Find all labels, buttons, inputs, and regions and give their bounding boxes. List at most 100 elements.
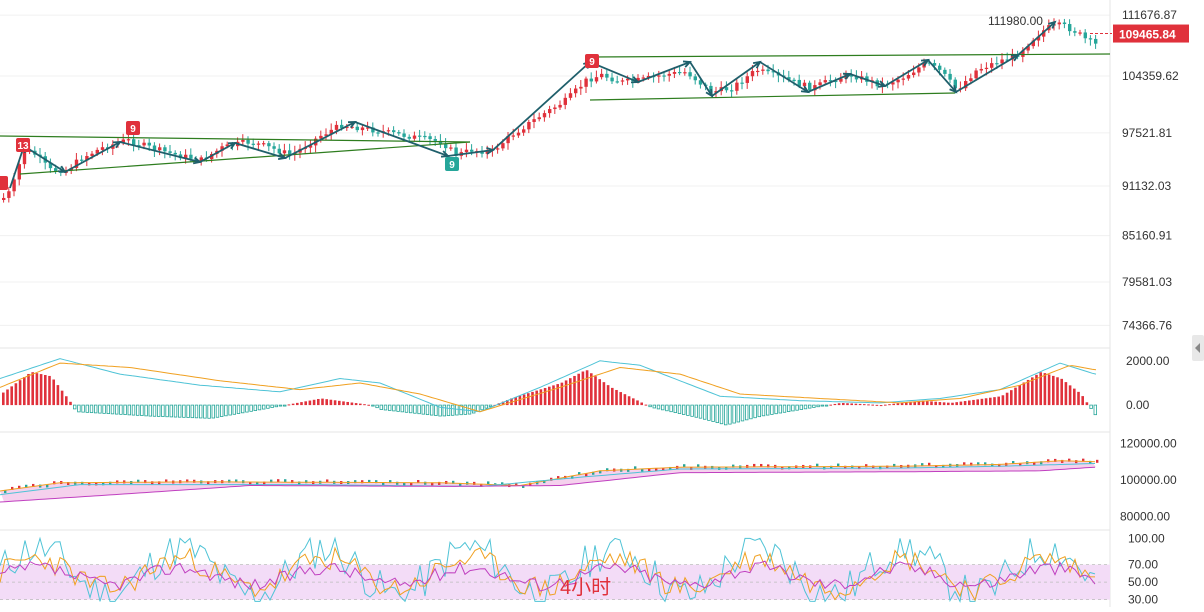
ma-mini-candle — [487, 481, 490, 485]
macd-hist-bar — [753, 404, 757, 419]
oscillator-panel[interactable] — [0, 536, 1110, 603]
candle-body — [730, 90, 734, 92]
candle-body — [662, 75, 666, 77]
price-axis[interactable]: 111676.87 104359.62 97521.81 91132.03 85160.… — [1113, 8, 1189, 607]
ma-axis-tick: 100000.00 — [1120, 473, 1177, 487]
signal-badge-text: 9 — [589, 57, 595, 68]
macd-hist-bar — [782, 404, 787, 413]
candle-body — [262, 143, 266, 145]
macd-hist-bar — [564, 380, 568, 406]
ma-mini-candle — [725, 466, 728, 470]
ma-mini-candle — [648, 468, 651, 472]
candle-body — [839, 78, 843, 82]
macd-hist-bar — [73, 404, 77, 410]
ma-mini-candle — [403, 482, 406, 486]
candle-body — [688, 72, 692, 77]
candle-body — [22, 151, 27, 165]
ma-panel[interactable] — [0, 458, 1099, 503]
macd-hist-bar — [1064, 382, 1068, 406]
ma-mini-candle — [557, 476, 560, 480]
macd-hist-bar — [560, 382, 564, 406]
ma-mini-candle — [452, 480, 455, 484]
macd-hist-bar — [127, 404, 131, 416]
candle-body — [438, 140, 443, 145]
macd-hist-bar — [942, 402, 946, 406]
candle-body — [355, 126, 359, 131]
candle-body — [485, 150, 489, 154]
macd-panel[interactable] — [0, 358, 1097, 426]
ma-mini-candle — [543, 480, 546, 484]
ma-mini-candle — [32, 483, 35, 487]
macd-hist-bar — [300, 402, 303, 406]
macd-hist-bar — [27, 373, 30, 406]
candle-body — [74, 159, 79, 168]
macd-hist-bar — [686, 404, 690, 416]
ma-mini-candle — [767, 464, 770, 468]
macd-hist-bar — [1089, 404, 1093, 409]
macd-hist-bar — [1047, 374, 1051, 406]
macd-hist-bar — [543, 387, 547, 406]
candle-body — [974, 70, 978, 79]
collapse-panel-handle[interactable] — [1192, 335, 1204, 361]
wave-arrowhead — [486, 146, 496, 155]
candle-body — [792, 79, 796, 81]
ma-mini-candle — [1040, 461, 1043, 465]
candle-body — [464, 149, 469, 153]
candle-body — [444, 144, 448, 149]
candle-body — [454, 147, 458, 156]
macd-hist-bar — [656, 404, 661, 410]
wave-arrowhead — [277, 152, 287, 160]
macd-hist-bar — [287, 404, 291, 406]
macd-hist-bar — [749, 404, 753, 420]
macd-hist-bar — [408, 404, 413, 414]
macd-hist-bar — [850, 403, 853, 406]
macd-hist-bar — [598, 379, 601, 406]
macd-hist-bar — [867, 404, 870, 406]
macd-hist-bar — [930, 401, 933, 406]
macd-hist-bar — [787, 404, 791, 413]
macd-hist-bar — [1068, 385, 1072, 406]
candle-body — [756, 70, 760, 73]
ma-axis-tick: 120000.00 — [1120, 436, 1177, 450]
macd-hist-bar — [177, 404, 182, 418]
macd-hist-bar — [724, 404, 728, 426]
macd-hist-bar — [417, 404, 421, 415]
macd-hist-bar — [77, 404, 81, 413]
macd-hist-bar — [140, 404, 144, 416]
macd-hist-bar — [677, 404, 682, 414]
ma-mini-candle — [683, 464, 686, 468]
macd-hist-bar — [1010, 390, 1013, 406]
macd-hist-bar — [803, 404, 808, 410]
macd-hist-bar — [611, 387, 614, 406]
ma-mini-candle — [732, 464, 735, 468]
macd-hist-bar — [1022, 382, 1026, 406]
macd-hist-bar — [959, 401, 963, 406]
candle-body — [1042, 30, 1046, 37]
ma-mini-candle — [599, 470, 602, 474]
ma-mini-candle — [375, 480, 378, 484]
ma-mini-candle — [88, 482, 91, 486]
ma-axis-tick: 80000.00 — [1120, 510, 1170, 524]
macd-hist-bar — [413, 404, 417, 414]
candle-body — [288, 150, 292, 155]
candle-body — [251, 143, 255, 145]
macd-hist-bar — [682, 404, 686, 415]
candle-body — [152, 145, 157, 151]
ma-mini-candle — [18, 485, 21, 489]
candle-body — [714, 91, 718, 93]
macd-hist-bar — [282, 404, 287, 407]
candle-body — [1000, 59, 1004, 64]
macd-hist-bar — [896, 403, 900, 406]
price-panel[interactable]: 13 9 9 9 — [0, 18, 1112, 203]
macd-hist-bar — [39, 374, 43, 406]
candle-body — [828, 80, 833, 82]
macd-hist-bar — [65, 396, 68, 406]
candle-body — [340, 124, 344, 128]
macd-hist-bar — [669, 404, 673, 413]
price-axis-tick: 111676.87 — [1122, 8, 1177, 22]
macd-hist-bar — [736, 404, 740, 423]
macd-hist-bar — [1060, 378, 1063, 406]
candle-body — [995, 63, 999, 65]
